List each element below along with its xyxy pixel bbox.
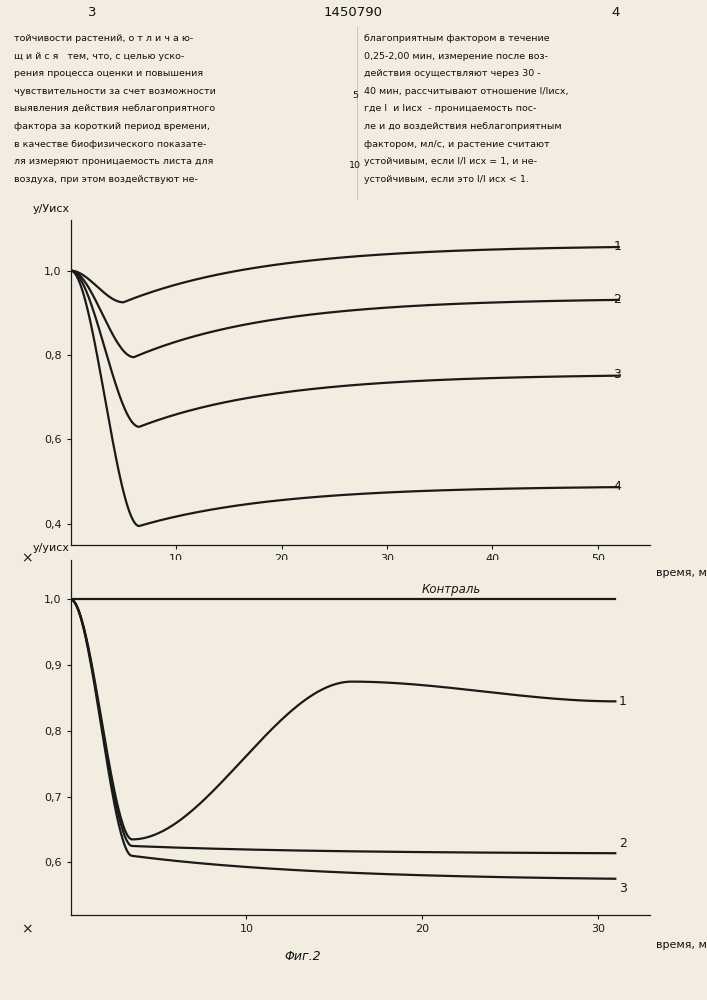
Text: Контраль: Контраль bbox=[422, 583, 481, 596]
Text: 3: 3 bbox=[88, 6, 96, 19]
Text: 4: 4 bbox=[614, 480, 621, 493]
Text: тойчивости растений, о т л и ч а ю-: тойчивости растений, о т л и ч а ю- bbox=[14, 34, 194, 43]
Text: благоприятным фактором в течение: благоприятным фактором в течение bbox=[364, 34, 550, 43]
Text: 0,25-2,00 мин, измерение после воз-: 0,25-2,00 мин, измерение после воз- bbox=[364, 52, 548, 61]
Text: ле и до воздействия неблагоприятным: ле и до воздействия неблагоприятным bbox=[364, 122, 562, 131]
Text: 1450790: 1450790 bbox=[324, 6, 383, 19]
Text: фактором, мл/с, и растение считают: фактором, мл/с, и растение считают bbox=[364, 140, 550, 149]
Text: 4: 4 bbox=[611, 6, 619, 19]
Text: щ и й с я   тем, что, с целью уско-: щ и й с я тем, что, с целью уско- bbox=[14, 52, 185, 61]
Text: 5: 5 bbox=[352, 91, 358, 100]
Text: 1: 1 bbox=[614, 240, 621, 253]
Text: 2: 2 bbox=[619, 837, 626, 850]
Text: устойчивым, если это I/I исх < 1.: устойчивым, если это I/I исх < 1. bbox=[364, 175, 529, 184]
Text: 3: 3 bbox=[614, 368, 621, 381]
Text: ×: × bbox=[21, 922, 33, 936]
Text: 40 мин, рассчитывают отношение I/Iисх,: 40 мин, рассчитывают отношение I/Iисх, bbox=[364, 87, 568, 96]
Text: в качестве биофизического показате-: в качестве биофизического показате- bbox=[14, 140, 206, 149]
Text: 1: 1 bbox=[619, 695, 626, 708]
Text: воздуха, при этом воздействуют не-: воздуха, при этом воздействуют не- bbox=[14, 175, 198, 184]
Text: время, мин.: время, мин. bbox=[656, 568, 707, 578]
Text: у/Уисх: у/Уисх bbox=[33, 204, 70, 214]
Text: у/уисх: у/уисх bbox=[33, 543, 70, 553]
Text: чувствительности за счет возможности: чувствительности за счет возможности bbox=[14, 87, 216, 96]
Text: где I  и Iисх  - проницаемость пос-: где I и Iисх - проницаемость пос- bbox=[364, 104, 537, 113]
Text: 2: 2 bbox=[614, 293, 621, 306]
Text: устойчивым, если I/I исх = 1, и не-: устойчивым, если I/I исх = 1, и не- bbox=[364, 157, 537, 166]
Text: 3: 3 bbox=[619, 882, 626, 895]
Text: действия осуществляют через 30 -: действия осуществляют через 30 - bbox=[364, 69, 541, 78]
Text: время, мин.: время, мин. bbox=[656, 940, 707, 950]
Text: 10: 10 bbox=[349, 161, 361, 170]
Text: Φиг.1: Φиг.1 bbox=[296, 587, 332, 600]
Text: ×: × bbox=[21, 551, 33, 565]
Text: рения процесса оценки и повышения: рения процесса оценки и повышения bbox=[14, 69, 204, 78]
Text: выявления действия неблагоприятного: выявления действия неблагоприятного bbox=[14, 104, 215, 113]
Text: фактора за короткий период времени,: фактора за короткий период времени, bbox=[14, 122, 210, 131]
Text: Φиг.2: Φиг.2 bbox=[284, 950, 321, 964]
Text: ля измеряют проницаемость листа для: ля измеряют проницаемость листа для bbox=[14, 157, 214, 166]
